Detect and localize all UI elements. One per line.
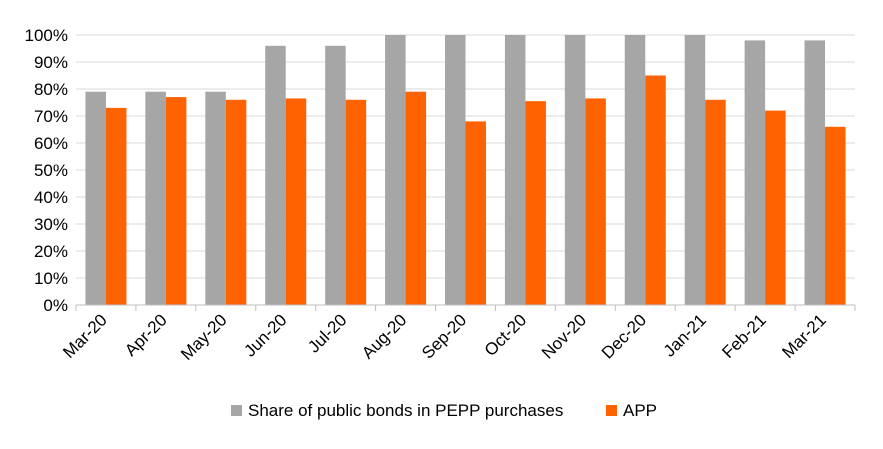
x-tick-label: Mar-20: [59, 310, 111, 362]
y-tick-label: 90%: [34, 53, 68, 72]
x-axis: [75, 304, 856, 311]
bar-pepp-public-bonds: [445, 35, 466, 305]
y-tick-label: 50%: [34, 161, 68, 180]
bar-pepp-public-bonds: [504, 35, 526, 305]
bar-app: [405, 91, 427, 305]
bar-app: [165, 97, 187, 305]
bar-app: [225, 99, 247, 305]
x-tick-label: Sep-20: [418, 310, 470, 362]
bar-pepp-public-bonds: [85, 91, 106, 305]
bar-app: [105, 107, 127, 306]
x-tick-label: Jan-21: [660, 310, 710, 360]
x-tick-label: Nov-20: [538, 310, 590, 362]
x-tick-label: Mar-21: [778, 310, 830, 362]
y-tick-label: 40%: [34, 188, 68, 207]
y-tick-label: 60%: [34, 134, 68, 153]
y-axis-ticks: 0% 10% 20% 30% 40% 50% 60% 70% 80% 90% 100%: [25, 26, 68, 315]
bar-app: [285, 98, 307, 305]
x-tick-label: Jul-20: [304, 310, 350, 356]
y-tick-label: 100%: [25, 26, 68, 45]
y-tick-label: 0%: [43, 296, 68, 315]
x-tick-label: Dec-20: [598, 310, 650, 362]
bar-app: [585, 98, 606, 305]
x-tick-label: Oct-20: [481, 310, 531, 360]
y-tick-label: 20%: [34, 242, 68, 261]
bar-app: [765, 110, 786, 305]
y-tick-label: 30%: [34, 215, 68, 234]
x-tick-label: May-20: [177, 310, 231, 364]
x-tick-label: Jun-20: [240, 310, 290, 360]
bar-app: [645, 75, 666, 305]
bar-app: [525, 101, 546, 306]
bar-pepp-public-bonds: [265, 45, 286, 306]
bar-pepp-public-bonds: [205, 91, 226, 305]
y-tick-label: 70%: [34, 107, 68, 126]
legend-swatch: [231, 405, 242, 416]
legend-label: Share of public bonds in PEPP purchases: [248, 401, 563, 420]
x-axis-ticks: Mar-20 Apr-20 May-20 Jun-20 Jul-20 Aug-20 Sep-…: [59, 310, 830, 364]
bar-app: [345, 99, 367, 305]
bar-pepp-public-bonds: [325, 45, 346, 306]
bar-pepp-public-bonds: [804, 40, 826, 306]
legend-label: APP: [623, 401, 657, 420]
y-tick-label: 80%: [34, 80, 68, 99]
bars: [85, 35, 846, 306]
bar-app: [705, 99, 726, 305]
x-tick-label: Feb-21: [718, 310, 770, 362]
bar-pepp-public-bonds: [744, 40, 766, 306]
bar-pepp-public-bonds: [624, 35, 646, 305]
bar-pepp-public-bonds: [385, 35, 406, 305]
bar-app: [825, 126, 846, 305]
legend: Share of public bonds in PEPP purchases A…: [231, 401, 657, 420]
bar-app: [465, 121, 486, 306]
bar-pepp-public-bonds: [564, 35, 586, 305]
x-tick-label: Aug-20: [358, 310, 410, 362]
x-tick-label: Apr-20: [121, 310, 171, 360]
legend-swatch: [606, 405, 617, 416]
y-tick-label: 10%: [34, 269, 68, 288]
bar-pepp-public-bonds: [145, 91, 166, 305]
bar-pepp-public-bonds: [684, 35, 706, 305]
